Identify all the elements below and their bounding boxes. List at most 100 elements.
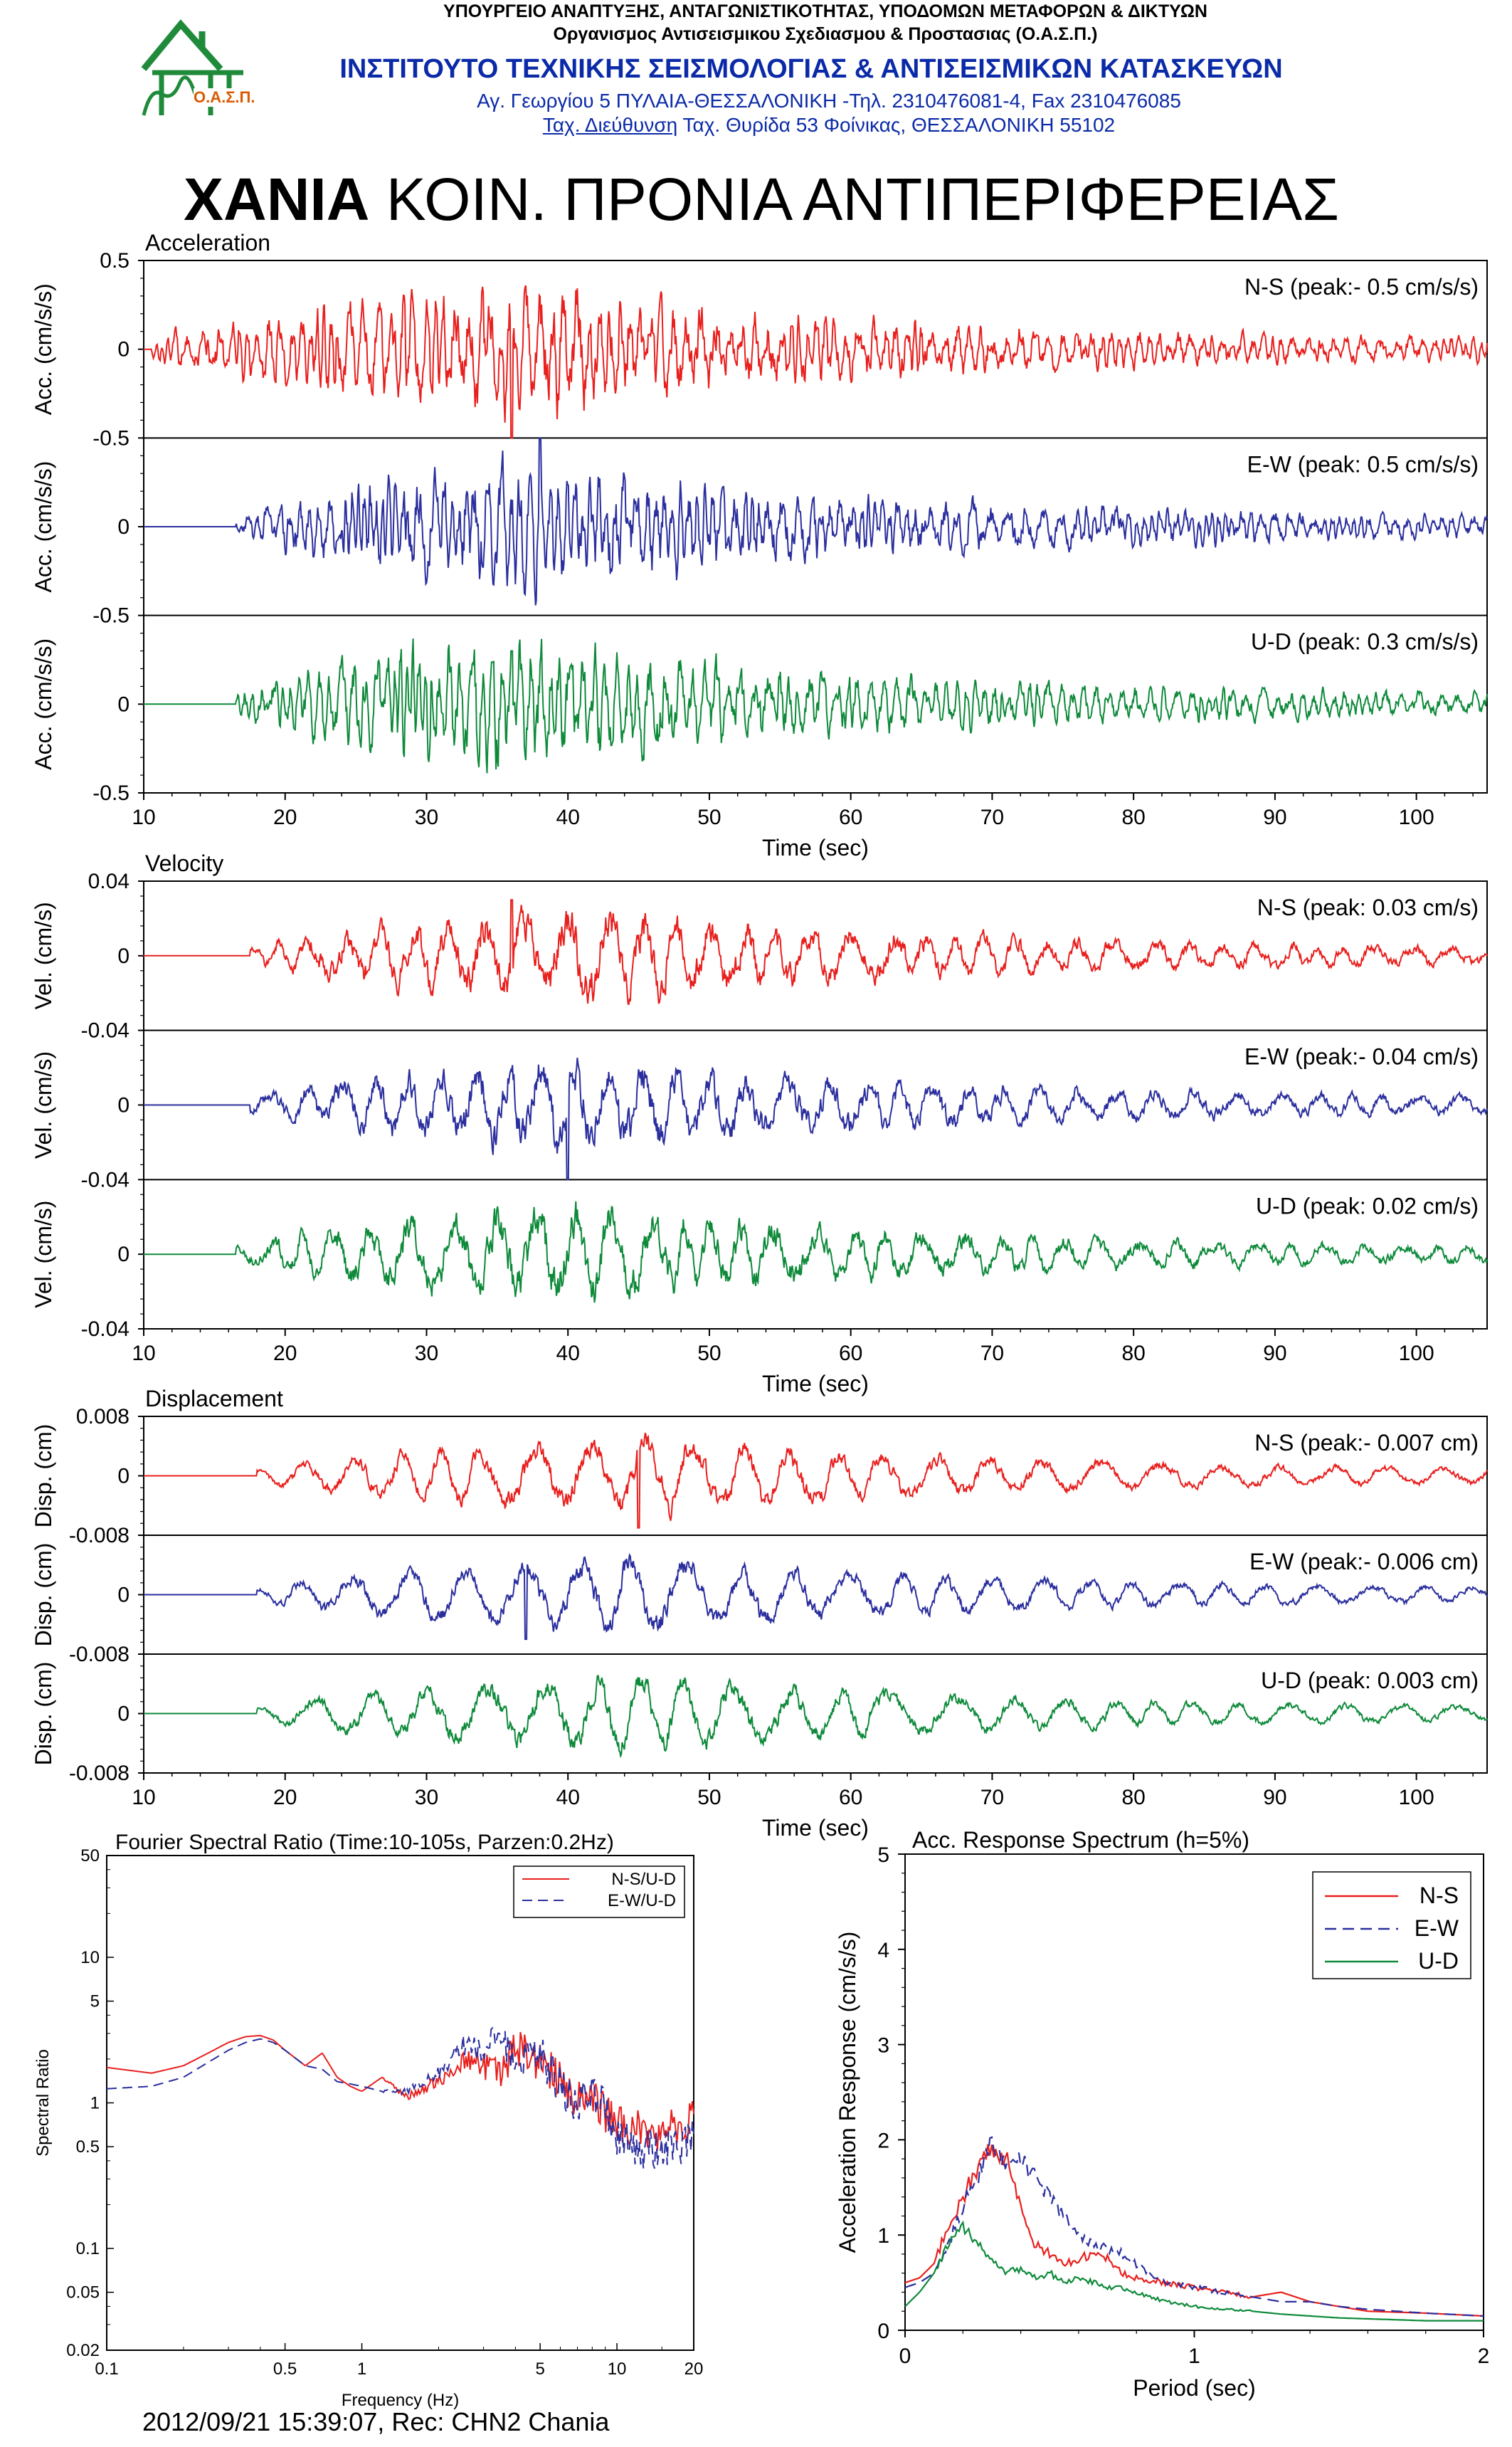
x-tick-label: 80 (1121, 806, 1145, 829)
x-tick-label: 40 (556, 1786, 580, 1809)
trace-n-s (143, 285, 1488, 439)
series-peak-label: N-S (peak:- 0.5 cm/s/s) (1244, 274, 1479, 300)
chart-title: Displacement (145, 1386, 283, 1411)
x-tick-label: 30 (415, 1786, 438, 1809)
x-tick-label: 80 (1121, 1342, 1145, 1365)
trace-u-d (143, 638, 1488, 774)
y-axis-label: Disp. (cm) (31, 1662, 56, 1766)
x-tick-label: 10 (132, 1786, 155, 1809)
x-tick-label: 90 (1263, 1342, 1286, 1365)
x-tick-label: 40 (556, 1342, 580, 1365)
series-peak-label: N-S (peak: 0.03 cm/s) (1257, 895, 1479, 920)
x-tick-label: 90 (1263, 1786, 1286, 1809)
x-tick-label: 20 (273, 1342, 297, 1365)
series-peak-label: E-W (peak:- 0.04 cm/s) (1244, 1044, 1479, 1070)
x-tick-label: 5 (535, 2359, 544, 2379)
x-tick-label: 60 (839, 1342, 862, 1365)
x-axis-label: Time (sec) (762, 1815, 869, 1841)
x-tick-label: 70 (980, 1786, 1004, 1809)
y-tick-label: 0 (877, 2320, 889, 2343)
y-axis-label: Vel. (cm/s) (31, 1051, 56, 1159)
x-tick-label: 20 (684, 2359, 704, 2379)
y-tick-label: 0.008 (76, 1405, 129, 1428)
y-axis-label: Acc. (cm/s/s) (31, 283, 56, 415)
y-tick-label: -0.04 (81, 1317, 129, 1341)
y-axis-label: Disp. (cm) (31, 1424, 56, 1528)
legend-label: E-W (1415, 1915, 1459, 1941)
y-axis-label: Acc. (cm/s/s) (31, 461, 56, 593)
x-tick-label: 0 (899, 2345, 911, 2368)
spectrum-trace-n-s (904, 2144, 1484, 2317)
y-axis-label: Disp. (cm) (31, 1543, 56, 1647)
ministry-line: ΥΠΟΥΡΓΕΙΟ ΑΝΑΠΤΥΞΗΣ, ΑΝΤΑΓΩΝΙΣΤΙΚΟΤΗΤΑΣ,… (443, 1, 1207, 21)
legend: N-S/U-D E-W/U-D (513, 1865, 685, 1918)
record-footer: 2012/09/21 15:39:07, Rec: CHN2 Chania (142, 2407, 610, 2436)
x-axis-label: Time (sec) (762, 1371, 869, 1396)
x-tick-label: 50 (697, 1786, 721, 1809)
chart-title: Velocity (145, 851, 223, 876)
y-tick-label: 0 (117, 1243, 129, 1266)
organization-line: Οργανισμος Αντισεισμικου Σχεδιασμου & Πρ… (553, 24, 1098, 44)
y-tick-label: 5 (877, 1843, 889, 1867)
trace-e-w (144, 437, 1488, 606)
y-tick-label: 50 (80, 1846, 100, 1865)
legend-box (513, 1865, 685, 1918)
y-tick-label: -0.5 (92, 604, 129, 628)
y-tick-label: 10 (80, 1948, 100, 1967)
y-tick-label: 0.5 (100, 249, 129, 273)
ratio-trace-ns (106, 2031, 694, 2151)
x-tick-label: 30 (415, 806, 438, 829)
trace-u-d (144, 1675, 1488, 1759)
legend-label: U-D (1418, 1948, 1459, 1974)
legend-label: E-W/U-D (608, 1891, 676, 1910)
x-axis-label: Period (sec) (1133, 2375, 1256, 2401)
time-history-chart-3: Displacement 10 20 30 40 50 60 70 80 90 100 Time (s… (31, 1386, 1488, 1841)
chart-title: Acc. Response Spectrum (h=5%) (912, 1827, 1249, 1853)
trace-n-s (143, 899, 1488, 1005)
time-history-chart-1: Acceleration 10 20 30 40 50 60 70 80 90 100 Time (s… (31, 230, 1488, 861)
trace-u-d (143, 1201, 1488, 1303)
x-tick-label: 100 (1399, 1786, 1434, 1809)
postal-line: Ταχ. Διεύθυνση Ταχ. Θυρίδα 53 Φοίνικας, … (462, 114, 1195, 137)
legend-label: N-S (1420, 1883, 1459, 1908)
x-tick-label: 20 (273, 806, 297, 829)
x-tick-label: 60 (839, 1786, 862, 1809)
response-spectrum-chart: Acc. Response Spectrum (h=5%) 0 1 2 0 1 2 3 4 5 Pe… (835, 1827, 1489, 2401)
time-history-chart-2: Velocity 10 20 30 40 50 60 70 80 90 100 Time (sec) 0… (31, 851, 1488, 1396)
y-tick-label: 0 (117, 1465, 129, 1488)
postal-value: Ταχ. Θυρίδα 53 Φοίνικας, ΘΕΣΣΑΛΟΝΙΚΗ 551… (677, 114, 1116, 136)
y-tick-label: 0.04 (88, 870, 129, 893)
x-tick-label: 1 (357, 2359, 366, 2379)
x-axis-label: Frequency (Hz) (342, 2391, 459, 2410)
y-tick-label: 4 (877, 1939, 889, 1962)
y-tick-label: -0.008 (69, 1643, 129, 1666)
x-tick-label: 40 (556, 806, 580, 829)
spectrum-trace-e-w (904, 2136, 1484, 2317)
logo-text: Ο.Α.Σ.Π. (194, 88, 255, 107)
trace-n-s (144, 1432, 1488, 1529)
y-axis-label: Vel. (cm/s) (31, 1201, 56, 1308)
y-tick-label: 0.1 (76, 2239, 100, 2258)
x-tick-label: 90 (1263, 806, 1286, 829)
x-tick-label: 1 (1188, 2345, 1200, 2368)
y-tick-label: -0.04 (81, 1168, 129, 1191)
station-title: ΧΑΝΙΑ ΚΟΙΝ. ΠΡΟΝΙΑ ΑΝΤΙΠΕΡΙΦΕΡΕΙΑΣ (184, 165, 1339, 234)
series-peak-label: E-W (peak:- 0.006 cm) (1249, 1549, 1479, 1574)
x-axis-label: Time (sec) (762, 835, 869, 861)
y-tick-label: -0.5 (92, 426, 129, 450)
y-tick-label: 1 (90, 2094, 100, 2113)
x-tick-label: 70 (980, 806, 1004, 829)
y-axis-label: Spectral Ratio (33, 2049, 53, 2157)
institute-line: ΙΝΣΤΙΤΟΥΤΟ ΤΕΧΝΙΚΗΣ ΣΕΙΣΜΟΛΟΓΙΑΣ & ΑΝΤΙΣ… (339, 54, 1283, 84)
x-tick-label: 60 (839, 806, 862, 829)
series-peak-label: N-S (peak:- 0.007 cm) (1254, 1430, 1479, 1456)
y-tick-label: 0 (117, 1094, 129, 1117)
x-tick-label: 100 (1399, 806, 1434, 829)
legend: N-S E-W U-D (1312, 1871, 1471, 1979)
x-tick-label: 2 (1478, 2345, 1490, 2368)
series-peak-label: U-D (peak: 0.3 cm/s/s) (1251, 629, 1479, 655)
x-tick-label: 70 (980, 1342, 1004, 1365)
y-tick-label: -0.008 (69, 1762, 129, 1785)
y-tick-label: 0 (117, 1584, 129, 1607)
